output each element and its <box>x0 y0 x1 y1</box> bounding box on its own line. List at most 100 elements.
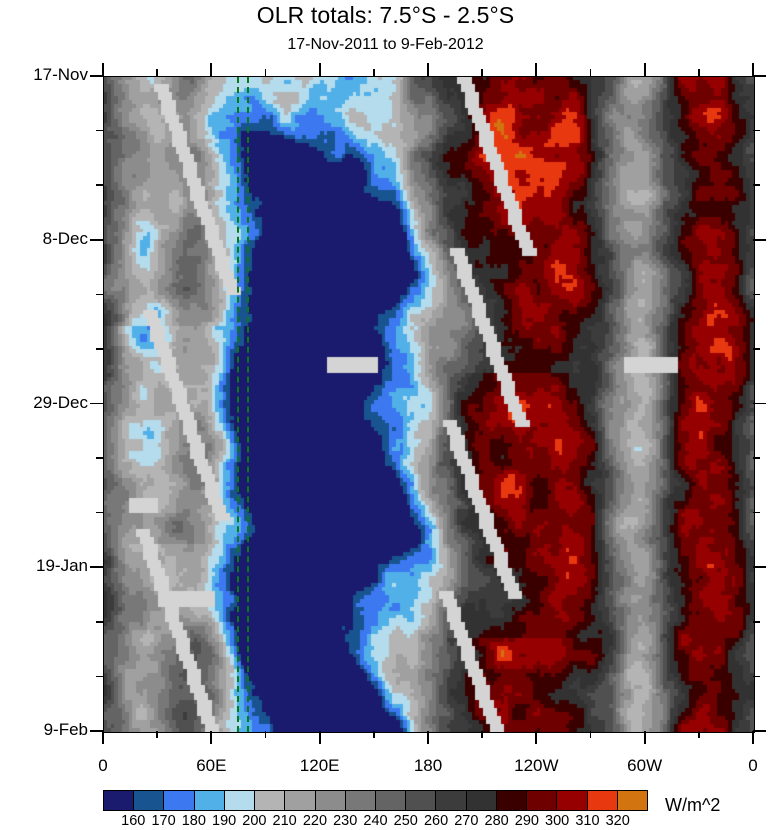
x-tick-major <box>427 731 429 744</box>
y-tick-minor <box>96 293 103 296</box>
y-tick-major <box>753 238 766 241</box>
y-tick-minor <box>753 293 760 296</box>
colorbar-label-320: 320 <box>605 813 630 829</box>
colorbar-label-250: 250 <box>393 813 418 829</box>
y-axis-label-2: 29-Dec <box>33 392 88 412</box>
y-axis-label-3: 19-Jan <box>36 556 88 576</box>
colorbar-swatch-17 <box>617 791 647 810</box>
colorbar-swatch-9 <box>375 791 407 810</box>
y-tick-minor <box>96 129 103 132</box>
y-tick-minor <box>96 184 103 186</box>
colorbar-label-170: 170 <box>151 813 176 829</box>
colorbar-label-220: 220 <box>302 813 328 829</box>
page-subtitle: 17-Nov-2011 to 9-Feb-2012 <box>287 36 484 53</box>
y-tick-minor <box>753 348 760 350</box>
y-tick-major <box>90 402 103 405</box>
colorbar-swatch-16 <box>587 791 618 810</box>
colorbar-swatch-7 <box>315 791 346 810</box>
y-tick-major <box>753 402 766 405</box>
colorbar-swatch-2 <box>164 791 195 810</box>
colorbar-swatch-5 <box>255 791 286 810</box>
x-tick-major <box>210 63 213 76</box>
colorbar-label-190: 190 <box>212 813 237 829</box>
x-axis-label-4: 120W <box>514 756 559 775</box>
colorbar-swatch-8 <box>345 791 376 810</box>
x-tick-major <box>535 731 538 744</box>
x-axis-label-5: 60W <box>627 756 663 775</box>
x-tick-minor <box>373 69 375 76</box>
colorbar-swatch-6 <box>285 791 316 810</box>
y-tick-minor <box>753 184 760 186</box>
x-tick-major <box>102 63 104 76</box>
x-tick-major <box>318 731 321 744</box>
y-tick-major <box>753 566 766 569</box>
y-tick-major <box>753 75 766 77</box>
y-tick-minor <box>96 348 103 350</box>
colorbar-label-200: 200 <box>242 813 267 829</box>
colorbar-label-310: 310 <box>575 813 600 829</box>
colorbar-label-230: 230 <box>333 813 358 829</box>
colorbar-swatch-12 <box>466 791 497 810</box>
colorbar-label-280: 280 <box>484 813 509 829</box>
colorbar-swatch-0 <box>104 791 135 810</box>
x-axis-label-0: 0 <box>98 756 108 775</box>
colorbar-label-290: 290 <box>514 813 539 829</box>
y-tick-minor <box>96 621 103 623</box>
colorbar-label-270: 270 <box>454 813 479 829</box>
x-tick-minor <box>481 731 483 738</box>
x-tick-minor <box>589 69 592 76</box>
page-title: OLR totals: 7.5°S - 2.5°S <box>256 2 515 28</box>
x-tick-minor <box>373 731 375 738</box>
x-axis-label-2: 120E <box>299 756 340 775</box>
y-tick-minor <box>753 511 760 514</box>
colorbar-label-240: 240 <box>363 813 388 829</box>
x-tick-major <box>643 731 646 744</box>
y-tick-minor <box>753 621 760 623</box>
x-tick-minor <box>264 731 267 738</box>
green-dashed-line-1 <box>236 77 239 732</box>
y-tick-major <box>90 238 103 241</box>
colorbar-swatch-1 <box>134 791 165 810</box>
x-axis-label-3: 180 <box>413 756 443 775</box>
x-tick-minor <box>698 731 700 738</box>
colorbar <box>103 790 648 811</box>
y-tick-minor <box>753 675 760 678</box>
y-tick-major <box>753 730 766 732</box>
y-tick-minor <box>753 129 760 132</box>
colorbar-swatch-10 <box>406 791 437 810</box>
x-tick-major <box>427 63 429 76</box>
y-axis-label-1: 8-Dec <box>42 228 88 248</box>
colorbar-label-260: 260 <box>423 813 449 829</box>
x-tick-major <box>643 63 646 76</box>
colorbar-swatch-3 <box>194 791 225 810</box>
x-tick-major <box>752 731 754 744</box>
colorbar-swatch-13 <box>496 791 528 810</box>
colorbar-swatch-14 <box>527 791 558 810</box>
colorbar-label-180: 180 <box>181 813 206 829</box>
y-tick-major <box>90 566 103 569</box>
green-dashed-line-2 <box>246 77 249 732</box>
colorbar-swatch-11 <box>436 791 467 810</box>
olr-heatmap-canvas <box>104 77 754 732</box>
y-tick-minor <box>753 457 760 459</box>
colorbar-swatch-4 <box>224 791 256 810</box>
y-axis-label-0: 17-Nov <box>33 65 88 84</box>
colorbar-unit-label: W/m^2 <box>665 795 721 815</box>
y-tick-minor <box>96 457 103 459</box>
x-tick-major <box>752 63 754 76</box>
colorbar-swatch-15 <box>557 791 588 810</box>
y-tick-minor <box>96 511 103 514</box>
colorbar-label-210: 210 <box>272 813 297 829</box>
x-axis-label-6: 0 <box>748 756 758 775</box>
x-tick-major <box>210 731 213 744</box>
x-tick-minor <box>156 69 158 76</box>
x-tick-major <box>318 63 321 76</box>
x-tick-major <box>102 731 104 744</box>
y-axis-label-4: 9-Feb <box>43 720 88 739</box>
x-tick-major <box>535 63 538 76</box>
x-tick-minor <box>481 69 483 76</box>
x-axis-label-1: 60E <box>196 756 227 775</box>
plot-area <box>103 76 755 733</box>
colorbar-label-160: 160 <box>121 813 146 829</box>
